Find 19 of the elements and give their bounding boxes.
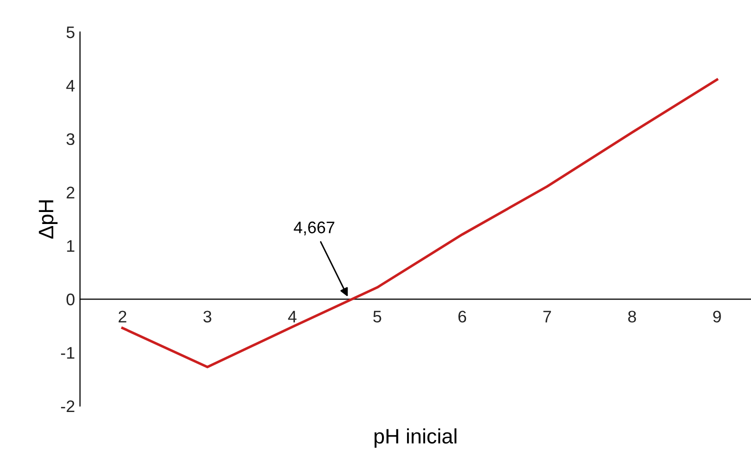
- x-tick-label: 7: [543, 310, 551, 322]
- y-tick-label: 2: [66, 186, 74, 198]
- x-tick-label: 3: [203, 310, 212, 322]
- y-tick-label: 5: [66, 26, 74, 38]
- x-tick-label: 4: [288, 310, 296, 322]
- y-tick-label: 3: [66, 133, 74, 146]
- y-tick-label: 0: [66, 294, 74, 306]
- x-tick-label: 6: [458, 310, 466, 322]
- y-tick-label: -2: [61, 400, 74, 412]
- annotation: 4,667: [294, 222, 334, 236]
- y-tick-label: 1: [67, 240, 74, 252]
- x-tick-label: 8: [628, 310, 636, 322]
- x-tick-label: 5: [373, 310, 382, 322]
- x-axis-title: pH inicial: [374, 428, 456, 448]
- x-tick-label: 9: [713, 310, 721, 322]
- x-tick-label: 2: [118, 310, 126, 322]
- y-tick-label: -1: [61, 347, 74, 359]
- y-tick-label: 4: [66, 80, 75, 92]
- y-axis-title: ΔpH: [38, 200, 58, 239]
